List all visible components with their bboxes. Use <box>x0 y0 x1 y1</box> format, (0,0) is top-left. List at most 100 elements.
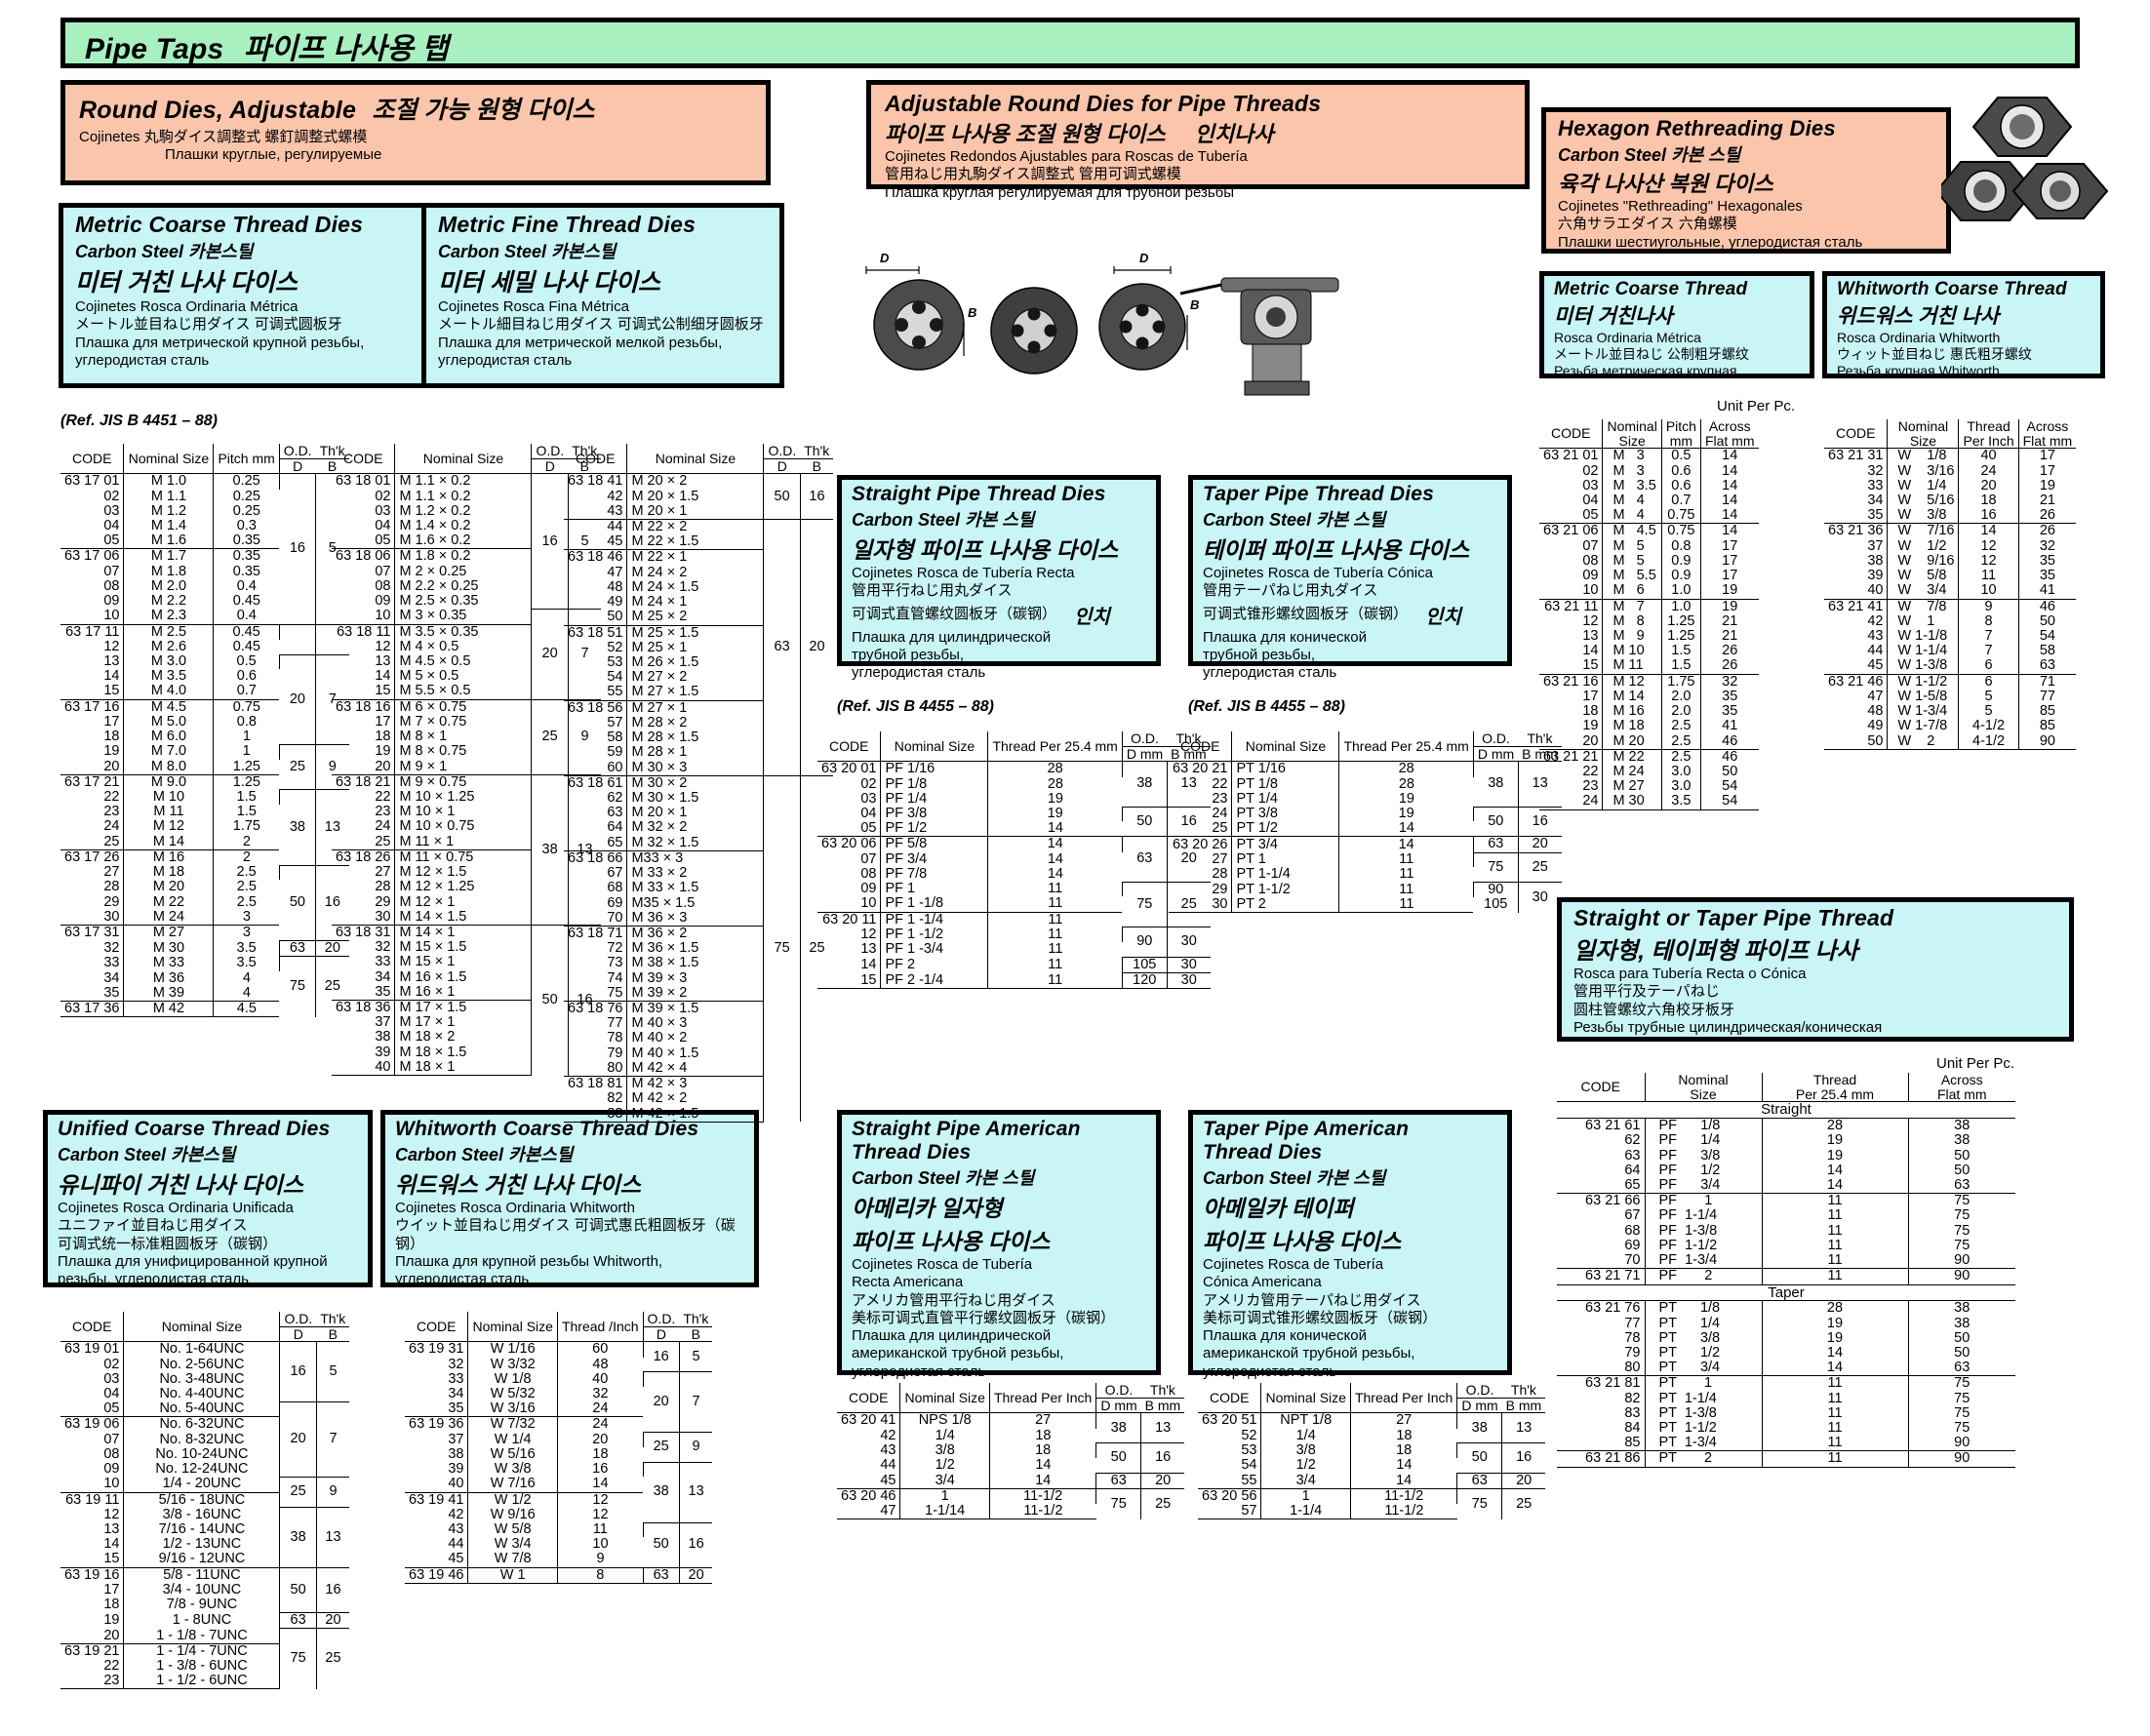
table-row: 67 M 33 × 2 <box>564 865 833 882</box>
cell-across-flat: 38 <box>1954 1300 1971 1317</box>
cell-nominal-size: M 39 × 3 <box>626 970 765 986</box>
cell-nominal-size: W 9/16 <box>467 1507 558 1522</box>
cell-code: 13 <box>60 1521 125 1538</box>
table-row: 55 M 27 × 1.5 <box>564 685 833 701</box>
cell-nominal-size: M 3 <box>1602 448 1662 464</box>
cell-thread: 0.9 <box>1661 553 1701 570</box>
hwc-line3: ウィット並目ねじ 惠氏粗牙螺纹 <box>1837 346 2032 363</box>
cell-pitch: 0.3 <box>236 518 257 534</box>
cell-od: 38 <box>1095 1412 1142 1443</box>
cell-od: 50 <box>763 473 801 520</box>
cell-pitch: 4 <box>242 984 251 1001</box>
table-row: 23 1 - 1/2 - 6UNC <box>60 1674 349 1690</box>
cell-thread: 11 <box>987 881 1123 897</box>
cell-code: 14 <box>817 957 882 973</box>
cell-thk: 13 <box>1140 1412 1185 1443</box>
sad-line5: 美标可调式直管平行螺纹圆板牙（碳钢） <box>852 1309 1116 1326</box>
round-dies-en: Round Dies, Adjustable <box>79 97 357 124</box>
cell-nominal-size: W 1-1/4 <box>1887 643 1960 659</box>
cell-nominal-size: 3/4 <box>1260 1473 1351 1489</box>
cell-code: 63 21 06 <box>1539 523 1604 539</box>
table-row: 09 No. 12-24UNC <box>60 1461 349 1478</box>
cell-code: 28 <box>1169 867 1233 883</box>
cell-thread: 11-1/2 <box>989 1487 1097 1505</box>
hmc-line2: Rosca Ordinaria Métrica <box>1554 330 1701 345</box>
section-label-straight: Straight <box>1557 1101 2015 1120</box>
banner-metric-fine-dies: Metric Fine Thread Dies Carbon Steel 카본스… <box>421 203 784 388</box>
cell-across-flat: 26 <box>1722 657 1738 674</box>
cell-nominal-size: M 1.6 <box>123 533 215 549</box>
section-label-taper: Taper <box>1557 1283 2015 1302</box>
cell-code: 63 19 31 <box>405 1341 469 1358</box>
cell-nominal-size: M 17 × 1 <box>394 1015 533 1031</box>
banner-hex-metric-coarse: Metric Coarse Thread 미터 거친나사 Rosca Ordin… <box>1539 271 1814 378</box>
unit-per-pc-1: Unit Per Pc. <box>1717 398 1796 414</box>
table-row: 63 18 71 M 36 × 2 <box>564 925 833 942</box>
cell-nominal-size: M 18 × 1.5 <box>394 1045 533 1060</box>
cell-thread: 11 <box>987 911 1123 927</box>
cell-thread: 12 <box>1958 538 2019 554</box>
cell-code: 78 <box>1557 1330 1646 1346</box>
cell-pitch: 3.5 <box>213 956 280 971</box>
cell-code: 03 <box>332 503 396 520</box>
ucd-sub: Carbon Steel 카본스틸 <box>58 1145 236 1164</box>
table-row: 18 M 6.0 1 <box>60 729 349 745</box>
cell-thread: 14 <box>1047 850 1063 867</box>
table-row: 34 M 16 × 1.5 <box>332 969 601 985</box>
table-row: 82 M 42 × 2 <box>564 1091 833 1107</box>
cell-thread: 20 <box>1958 478 2019 494</box>
column-header-nominal: Nominal Size <box>1602 419 1662 450</box>
cell-nominal-size: M 4 <box>1602 493 1662 509</box>
table-row: 80 PT 3/4 14 63 <box>1557 1361 2015 1376</box>
cell-across-flat: 75 <box>1954 1390 1971 1406</box>
cell-code: 44 <box>564 519 628 535</box>
cell-across-flat: 35 <box>2039 568 2055 584</box>
banner-hex-whitworth-coarse: Whitworth Coarse Thread 위드워스 거친 나사 Rosca… <box>1822 271 2105 378</box>
cell-code: 04 <box>817 806 882 822</box>
column-header-across-flat: Across Flat mm <box>2018 419 2077 450</box>
cell-nominal-size: PT 1 <box>1645 1375 1763 1392</box>
cell-nominal-size: 1 <box>1260 1487 1351 1505</box>
banner-unified-coarse-dies: Unified Coarse Thread Dies Carbon Steel … <box>43 1110 373 1287</box>
column-header-nominal: Nominal Size <box>880 731 989 763</box>
cell-code: 63 18 11 <box>332 623 396 640</box>
cell-nominal-size: M 3.5 <box>1602 478 1662 494</box>
table-row: 23 PT 1/4 19 <box>1169 791 1562 808</box>
cell-thread: 28 <box>1762 1300 1909 1317</box>
cell-code: 09 <box>60 593 125 610</box>
cell-nominal-size: W 1/2 <box>467 1491 558 1508</box>
cell-od: 25 <box>643 1432 680 1463</box>
cell-thread: 19 <box>1762 1133 1909 1149</box>
cell-pitch: 2.5 <box>236 879 257 895</box>
hmc-en: Metric Coarse Thread <box>1554 279 1748 299</box>
column-header-od: O.D. <box>279 444 316 459</box>
cell-pitch: 0.35 <box>213 548 280 565</box>
cell-thread: 3.5 <box>1661 794 1701 810</box>
table-row: 29 M 12 × 1 <box>332 894 601 910</box>
cell-thread: 14 <box>1958 523 2019 539</box>
cell-nominal-size: M 14 <box>1602 689 1662 705</box>
cell-code: 15 <box>60 684 125 700</box>
ref-jis-4455-a: (Ref. JIS B 4455 – 88) <box>837 698 994 715</box>
column-header-d: D mm <box>1473 746 1519 763</box>
cell-od: 75 <box>1473 851 1519 883</box>
cell-nominal-size: M 28 × 2 <box>626 715 765 731</box>
cell-nominal-size: M 4 × 0.5 <box>394 639 533 654</box>
cell-thread: 19 <box>1762 1316 1909 1331</box>
cell-code: 63 18 16 <box>332 698 396 715</box>
cell-nominal-size: 7/16 - 14UNC <box>123 1521 281 1538</box>
table-row: 27 PT 1 11 75 25 <box>1169 851 1562 883</box>
cell-across-flat: 90 <box>1908 1450 2015 1468</box>
cell-thk: 20 <box>679 1566 713 1584</box>
cell-across-flat: 71 <box>2018 673 2077 690</box>
cell-code: 63 18 66 <box>564 849 628 867</box>
spd-line4: 可调式直管螺纹圆板牙（碳钢） <box>852 605 1057 622</box>
table-row: 03 M 1.2 0.25 <box>60 503 349 520</box>
cell-code: 63 18 51 <box>564 624 628 641</box>
cell-code: 63 18 01 <box>332 473 396 490</box>
cell-thread: 19 <box>1762 1330 1909 1346</box>
svg-text:B: B <box>1190 297 1199 312</box>
cell-thread: 12 <box>557 1491 644 1508</box>
table-row: 63 19 31 W 1/16 60 16 5 <box>405 1341 713 1372</box>
table-row: 45 W 7/8 9 <box>405 1552 712 1568</box>
